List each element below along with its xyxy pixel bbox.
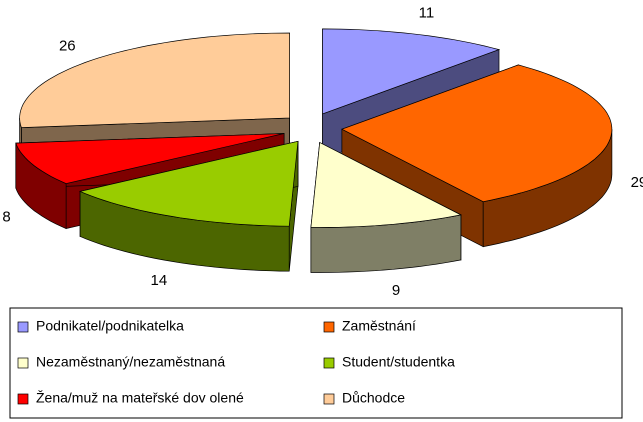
legend-swatch — [323, 393, 335, 405]
legend-swatch — [323, 321, 335, 333]
slice — [78, 140, 299, 272]
legend-swatch — [323, 357, 335, 369]
data-label: 14 — [151, 272, 168, 289]
legend-label: Podnikatel/podnikatelka — [36, 318, 184, 334]
slice — [310, 141, 462, 273]
legend-label: Student/studentka — [342, 354, 455, 370]
legend-swatch — [17, 393, 29, 405]
legend-label: Žena/muž na mateřské dov olené — [36, 390, 244, 406]
legend-swatch — [17, 321, 29, 333]
slice-top — [15, 133, 285, 184]
legend-swatch — [17, 357, 29, 369]
slice-top — [322, 28, 501, 115]
slice-top — [310, 141, 462, 228]
slice-top — [19, 32, 290, 128]
data-label: 29 — [631, 174, 643, 191]
data-label: 11 — [419, 5, 435, 22]
slice-top — [78, 140, 299, 227]
legend-label: Zaměstnání — [342, 318, 416, 334]
legend-box — [9, 307, 623, 419]
legend-label: Nezaměstnaný/nezaměstnaná — [36, 354, 225, 370]
data-label: 8 — [2, 208, 10, 225]
slice-top — [341, 64, 613, 203]
legend-label: Důchodce — [342, 390, 405, 406]
data-label: 9 — [392, 282, 400, 299]
data-label: 26 — [59, 38, 76, 55]
